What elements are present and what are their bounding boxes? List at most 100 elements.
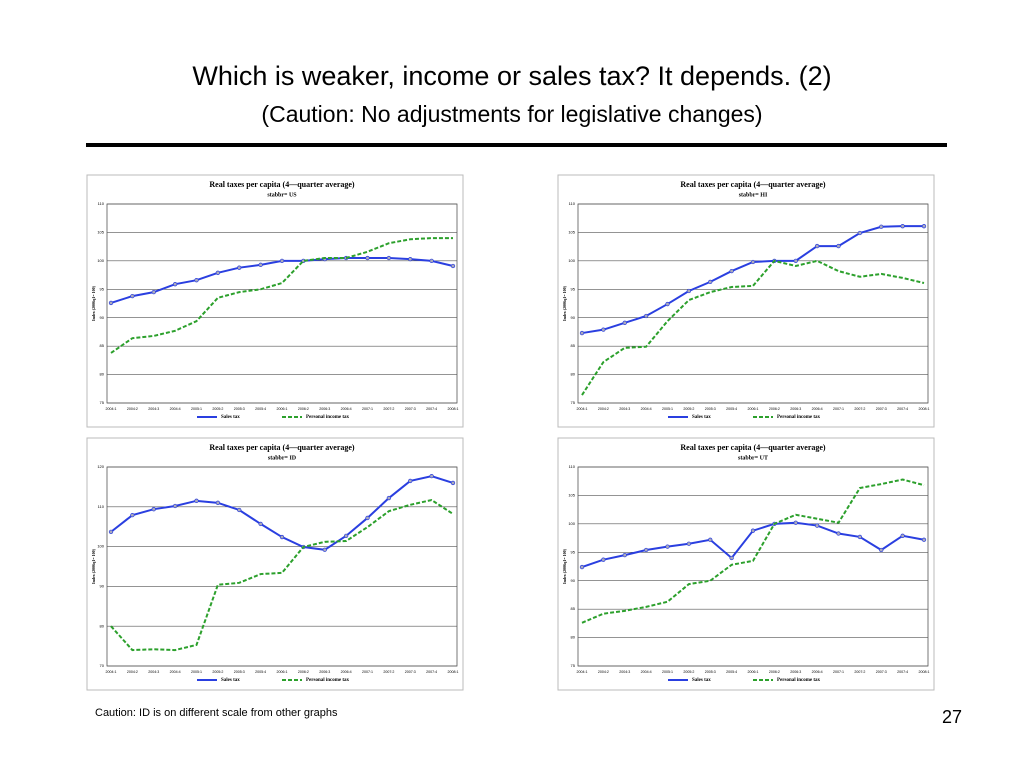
x-tick-label: 2006:1: [748, 407, 759, 411]
marker: [151, 289, 156, 295]
x-tick-label: 2007:3: [876, 407, 887, 411]
marker: [172, 503, 178, 509]
x-tick-label: 2004:4: [641, 670, 652, 674]
x-tick-label: 2007:4: [426, 670, 437, 674]
y-axis-label: Index (2006q1= 100): [562, 548, 567, 584]
x-tick-label: 2007:1: [833, 670, 844, 674]
panel: [86, 174, 464, 428]
chart-title: Real taxes per capita (4—quarter average…: [209, 180, 355, 189]
chart-subtitle: stabbr= HI: [739, 192, 768, 198]
marker: [172, 282, 178, 287]
marker: [622, 320, 627, 325]
marker: [814, 243, 820, 249]
marker: [130, 293, 135, 299]
slide-title: Which is weaker, income or sales tax? It…: [192, 61, 831, 91]
marker: [215, 270, 221, 275]
x-tick-label: 2006:2: [298, 407, 309, 411]
marker: [643, 547, 649, 553]
x-tick-label: 2005:4: [726, 407, 737, 411]
x-tick-label: 2005:4: [255, 670, 266, 674]
x-tick-label: 2005:1: [191, 670, 202, 674]
chart-title: Real taxes per capita (4—quarter average…: [209, 443, 355, 452]
marker: [665, 301, 670, 307]
x-tick-label: 2007:1: [362, 670, 373, 674]
y-axis-label: Index (2006q1= 100): [91, 548, 96, 584]
legend-label: Sales tax: [692, 678, 711, 683]
y-tick-label: 75: [100, 400, 105, 405]
y-tick-label: 100: [568, 258, 575, 263]
chart-title: Real taxes per capita (4—quarter average…: [680, 443, 826, 452]
x-tick-label: 2005:2: [212, 670, 223, 674]
x-tick-label: 2004:2: [127, 407, 138, 411]
plot-frame: [106, 203, 458, 404]
y-tick-label: 105: [568, 229, 575, 234]
x-tick-label: 2004:2: [127, 670, 138, 674]
x-tick-label: 2006:4: [812, 670, 823, 674]
x-tick-label: 2006:2: [298, 670, 309, 674]
marker: [879, 224, 884, 229]
y-tick-label: 80: [100, 623, 105, 628]
y-tick-label: 105: [97, 229, 104, 234]
marker: [386, 495, 392, 501]
x-tick-label: 2006:3: [790, 407, 801, 411]
marker: [108, 529, 114, 535]
marker: [836, 531, 841, 536]
x-tick-label: 2006:2: [769, 407, 780, 411]
x-tick-label: 2004:4: [170, 670, 181, 674]
x-tick-label: 2005:3: [705, 407, 716, 411]
legend-label: Sales tax: [221, 415, 240, 420]
chart-title: Real taxes per capita (4—quarter average…: [680, 180, 826, 189]
marker: [579, 564, 585, 570]
marker: [643, 313, 649, 319]
legend-label: Sales tax: [221, 678, 240, 683]
marker: [108, 300, 114, 306]
x-tick-label: 2008:1: [919, 407, 930, 411]
marker: [151, 507, 156, 512]
x-tick-label: 2005:3: [234, 670, 245, 674]
chart-subtitle: stabbr= UT: [738, 455, 768, 461]
x-tick-label: 2007:3: [405, 670, 416, 674]
y-tick-label: 90: [100, 315, 105, 320]
x-tick-label: 2008:1: [919, 670, 930, 674]
line-series: [110, 237, 453, 354]
page-number: 27: [942, 707, 962, 727]
marker: [194, 498, 199, 503]
marker: [429, 258, 434, 264]
marker: [579, 330, 585, 336]
marker: [857, 534, 863, 540]
panel: [557, 174, 935, 428]
marker: [665, 544, 670, 549]
marker: [237, 507, 242, 513]
marker: [857, 230, 863, 236]
marker: [708, 279, 713, 285]
x-tick-label: 2005:3: [705, 670, 716, 674]
marker: [258, 521, 263, 527]
legend-label: Personal income tax: [306, 678, 350, 683]
marker: [130, 513, 135, 518]
y-tick-label: 100: [97, 544, 104, 549]
divider: [86, 143, 947, 147]
y-tick-label: 110: [98, 504, 105, 509]
x-tick-label: 2005:2: [683, 670, 694, 674]
x-tick-label: 2004:3: [619, 407, 630, 411]
x-tick-label: 2007:4: [426, 407, 437, 411]
marker: [237, 265, 242, 270]
marker: [343, 533, 349, 539]
plot-frame: [577, 203, 929, 404]
marker: [814, 523, 820, 528]
y-tick-label: 95: [100, 286, 105, 291]
marker: [279, 534, 285, 540]
y-tick-label: 90: [571, 578, 576, 583]
x-tick-label: 2004:4: [641, 407, 652, 411]
line-series: [581, 478, 925, 624]
x-tick-label: 2007:4: [897, 670, 908, 674]
y-tick-label: 95: [571, 286, 576, 291]
marker: [429, 474, 434, 479]
marker: [601, 327, 606, 332]
x-tick-label: 2005:1: [662, 670, 673, 674]
y-tick-label: 75: [571, 663, 576, 668]
marker: [450, 263, 456, 269]
marker: [836, 243, 841, 249]
y-tick-label: 105: [568, 492, 575, 497]
